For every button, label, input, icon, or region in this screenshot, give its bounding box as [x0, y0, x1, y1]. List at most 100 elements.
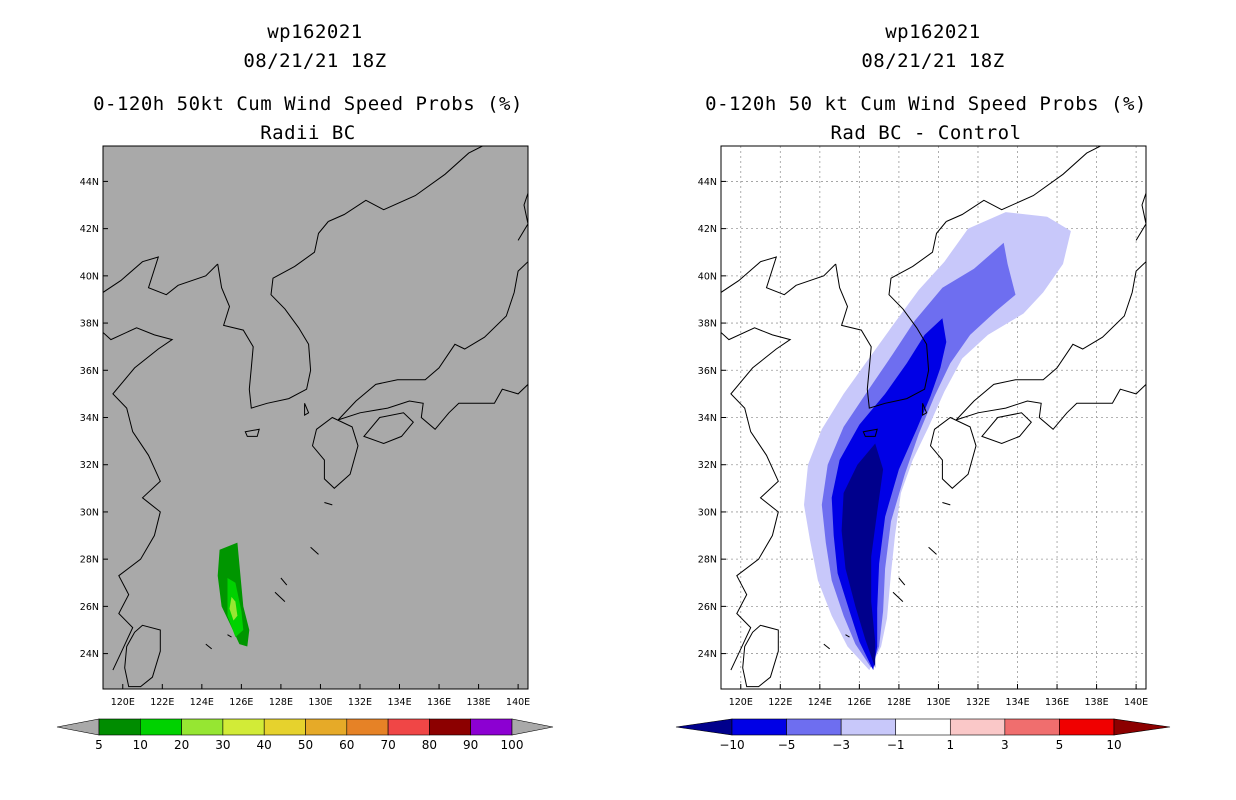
left-colorbar-label-8: 80 [422, 738, 437, 752]
left-coast-island-1 [280, 577, 288, 586]
left-x-tick-label-7: 134E [387, 697, 411, 708]
right-x-tick-label-5: 130E [926, 697, 950, 708]
left-colorbar-label-1: 10 [133, 738, 148, 752]
right-title-run: Rad BC - Control [830, 122, 1021, 144]
right-y-tick-label-0: 24N [698, 649, 717, 660]
right-coast-hokkaido [1135, 193, 1146, 241]
left-colorbar-box-3 [222, 718, 265, 736]
left-y-tick-label-0: 24N [80, 649, 99, 660]
left-contour-2 [229, 596, 238, 621]
right-y-tick-label-8: 40N [698, 271, 717, 282]
left-colorbar: 5 10 20 30 40 50 60 70 80 90 100 [56, 718, 554, 752]
left-map: 120E 122E 124E 126E 128E 130E 132E 134E 136E 138E… [80, 145, 530, 708]
left-coast-china [103, 327, 174, 671]
left-colorbar-label-7: 70 [380, 738, 395, 752]
left-x-tick-label-8: 136E [427, 697, 451, 708]
left-coast-island-0 [310, 546, 319, 555]
right-contour-3 [841, 443, 884, 668]
left-y-tick-label-7: 38N [80, 319, 99, 330]
left-colorbar-low-arrow [56, 718, 100, 736]
right-colorbar-high-arrow [1113, 718, 1171, 736]
right-x-tick-label-7: 134E [1005, 697, 1029, 708]
right-y-tick-label-4: 32N [698, 460, 717, 471]
left-y-tick-label-10: 44N [80, 177, 99, 188]
right-y-tick-label-1: 26N [698, 602, 717, 613]
right-x-tick-label-6: 132E [966, 697, 990, 708]
right-title-product: 0-120h 50 kt Cum Wind Speed Probs (%) [705, 93, 1147, 115]
left-y-tick-label-3: 30N [80, 507, 99, 518]
right-map-axis-ticks: 120E 122E 124E 126E 128E 130E 132E 134E 136E 138E… [698, 177, 1148, 708]
left-x-tick-label-3: 126E [229, 697, 253, 708]
left-coast-bohai_liaodong [103, 256, 219, 296]
right-colorbar-box-2 [840, 718, 897, 736]
left-x-tick-label-0: 120E [111, 697, 135, 708]
left-map-contours [217, 542, 250, 647]
left-colorbar-label-10: 100 [501, 738, 524, 752]
right-colorbar-box-6 [1059, 718, 1115, 736]
right-coast-tsushima [922, 403, 928, 416]
right-x-tick-label-10: 140E [1124, 697, 1148, 708]
right-coast-china [721, 327, 792, 671]
right-title-date: 08/21/21 18Z [861, 50, 1004, 72]
left-colorbar-box-7 [387, 718, 430, 736]
right-coast-bohai_liaodong [721, 256, 837, 296]
right-coast-korea [835, 221, 947, 409]
left-coast-honshu [337, 261, 528, 421]
left-coast-island-4 [227, 634, 232, 638]
left-colorbar-label-0: 5 [95, 738, 103, 752]
left-coast-island-3 [205, 643, 213, 650]
right-y-tick-label-9: 42N [698, 224, 717, 235]
right-y-tick-label-5: 34N [698, 413, 717, 424]
right-coast-kyushu [929, 416, 977, 489]
right-title-storm-id: wp162021 [885, 21, 981, 43]
right-map-coastlines [721, 146, 1146, 688]
left-colorbar-label-6: 60 [339, 738, 354, 752]
right-colorbar-label-3: −1 [887, 738, 905, 752]
right-x-tick-label-0: 120E [729, 697, 753, 708]
right-colorbar-label-4: 1 [946, 738, 954, 752]
left-coast-shikoku [363, 412, 414, 445]
left-map-coastlines [103, 146, 528, 688]
left-coast-hokkaido [517, 193, 528, 241]
left-coast-island-5 [324, 502, 333, 506]
left-coast-island-2 [274, 591, 286, 602]
right-colorbar-box-5 [1004, 718, 1060, 736]
right-coast-honshu_south [956, 384, 1146, 431]
right-colorbar-box-3 [895, 718, 951, 736]
right-x-tick-label-8: 136E [1045, 697, 1069, 708]
left-x-tick-label-9: 138E [467, 697, 491, 708]
left-x-tick-label-10: 140E [506, 697, 530, 708]
right-colorbar-low-arrow [675, 718, 733, 736]
right-colorbar-label-5: 3 [1001, 738, 1009, 752]
left-coast-russia [328, 146, 483, 222]
left-colorbar-label-3: 30 [215, 738, 230, 752]
left-x-tick-label-5: 130E [308, 697, 332, 708]
right-colorbar-box-1 [786, 718, 842, 736]
left-colorbar-box-2 [181, 718, 224, 736]
left-y-tick-label-2: 28N [80, 555, 99, 566]
left-y-tick-label-1: 26N [80, 602, 99, 613]
right-coast-island-4 [845, 634, 850, 638]
right-coast-russia [946, 146, 1101, 222]
right-x-tick-label-3: 126E [847, 697, 871, 708]
left-y-tick-label-6: 36N [80, 366, 99, 377]
right-x-tick-label-2: 124E [808, 697, 832, 708]
left-y-tick-label-5: 34N [80, 413, 99, 424]
left-coast-tsushima [304, 403, 310, 416]
left-colorbar-box-0 [98, 718, 141, 736]
left-coast-korea [217, 221, 329, 409]
left-colorbar-label-2: 20 [174, 738, 189, 752]
right-colorbar-label-2: −3 [832, 738, 850, 752]
left-colorbar-box-4 [263, 718, 306, 736]
right-coast-taiwan [742, 624, 779, 688]
left-x-tick-label-1: 122E [150, 697, 174, 708]
right-map-contours [804, 212, 1071, 671]
left-coast-kyushu [311, 416, 359, 489]
right-coast-island-2 [892, 591, 904, 602]
right-colorbar-box-4 [949, 718, 1006, 736]
left-coast-honshu_south [338, 384, 528, 431]
left-y-tick-label-8: 40N [80, 271, 99, 282]
right-x-tick-label-4: 128E [887, 697, 911, 708]
left-title-date: 08/21/21 18Z [243, 50, 386, 72]
left-coast-jeju [244, 428, 260, 437]
